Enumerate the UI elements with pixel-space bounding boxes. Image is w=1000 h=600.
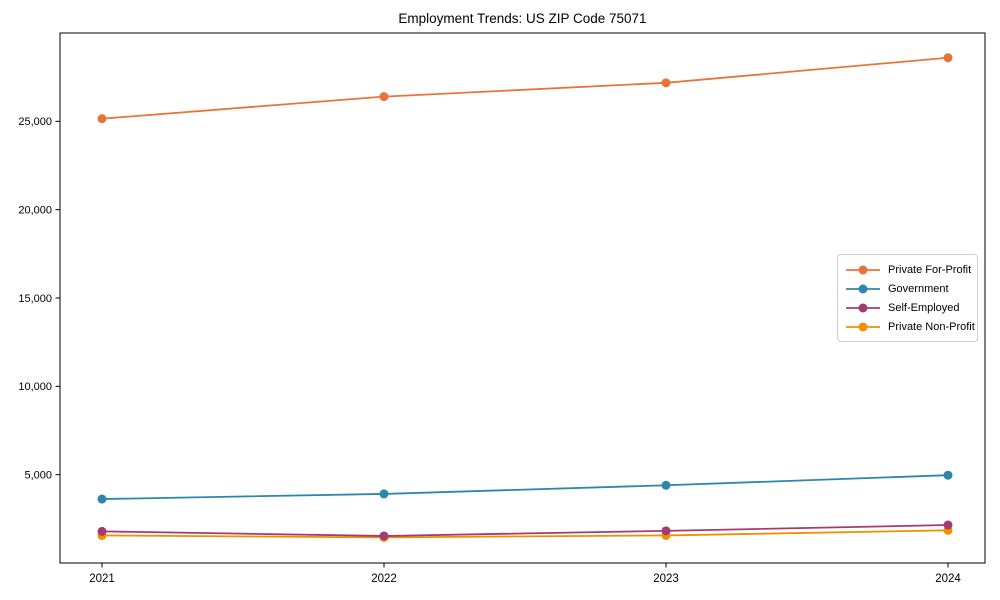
legend-marker-icon — [846, 322, 880, 331]
y-tick-label: 20,000 — [18, 204, 52, 216]
data-point-marker — [943, 520, 953, 530]
series-line — [101, 474, 949, 500]
data-point-marker — [661, 526, 671, 536]
legend-item: Private For-Profit — [845, 263, 972, 276]
legend-label: Government — [888, 282, 949, 295]
x-tick-label: 2021 — [89, 573, 115, 585]
data-point-marker — [661, 78, 671, 88]
data-point-marker — [379, 92, 389, 102]
legend-item: Self-Employed — [845, 302, 970, 314]
data-point-marker — [97, 494, 107, 504]
legend-item: Private Non-Profit — [845, 321, 975, 333]
legend-marker-icon — [846, 284, 880, 293]
data-point-marker — [943, 53, 953, 63]
legend-label: Private Non-Profit — [888, 320, 975, 333]
y-tick-label: 5,000 — [24, 469, 52, 481]
y-tick-label: 15,000 — [18, 293, 52, 305]
data-point-marker — [661, 480, 671, 490]
data-point-marker — [379, 489, 389, 499]
data-point-marker — [379, 531, 389, 541]
legend-label: Self-Employed — [888, 301, 960, 314]
x-tick-label: 2023 — [653, 573, 679, 585]
data-point-marker — [943, 470, 953, 480]
chart-title: Employment Trends: US ZIP Code 75071 — [398, 11, 647, 26]
series-line — [101, 529, 949, 539]
legend-marker-icon — [846, 265, 880, 274]
legend-item: Government — [845, 283, 970, 295]
x-tick-label: 2024 — [935, 573, 961, 585]
y-tick-label: 25,000 — [18, 116, 52, 128]
legend-label: Private For-Profit — [888, 263, 972, 276]
x-tick-label: 2022 — [371, 573, 397, 585]
legend-marker-icon — [846, 303, 880, 312]
legend: Private For-Profit Government Self-Emplo… — [837, 254, 978, 342]
series-line — [101, 56, 949, 120]
y-tick-label: 10,000 — [18, 381, 52, 393]
series-line — [101, 524, 949, 537]
data-point-marker — [97, 526, 107, 536]
data-point-marker — [97, 114, 107, 124]
